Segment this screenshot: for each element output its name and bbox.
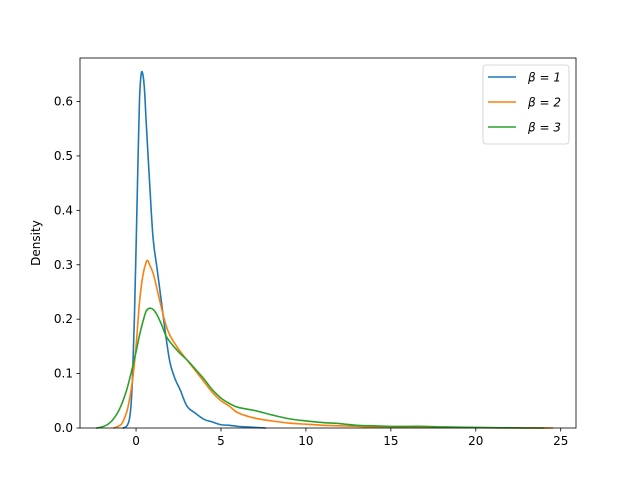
x-tick-label: 15 [383, 434, 398, 448]
y-tick-label: 0.1 [54, 367, 73, 381]
legend-frame [482, 64, 570, 145]
legend-label: β = 3 [527, 121, 561, 135]
series-layer [96, 70, 554, 430]
legend-label: β = 2 [527, 96, 561, 110]
x-tick-label: 25 [553, 434, 568, 448]
x-tick-label: 0 [132, 434, 140, 448]
y-tick-label: 0.0 [54, 421, 73, 435]
y-tick-label: 0.6 [54, 95, 73, 109]
y-tick-label: 0.2 [54, 312, 73, 326]
y-tick-label: 0.4 [54, 203, 73, 217]
series-line-beta-2 [112, 259, 554, 430]
axes-frame [79, 57, 577, 429]
x-tick-label: 5 [217, 434, 225, 448]
legend[interactable]: β = 1 β = 2 β = 3 [482, 64, 570, 145]
y-axis: 0.0 0.1 0.2 0.3 0.4 0.5 0.6 [54, 95, 80, 435]
series-line-beta-3 [96, 307, 545, 429]
x-tick-label: 10 [298, 434, 313, 448]
legend-label: β = 1 [527, 71, 561, 85]
x-tick-label: 20 [468, 434, 483, 448]
legend-entries: β = 1 β = 2 β = 3 [488, 71, 561, 135]
y-axis-label: Density [29, 220, 43, 266]
y-tick-label: 0.5 [54, 149, 73, 163]
x-axis: 0 5 10 15 20 25 [132, 428, 568, 448]
y-tick-label: 0.3 [54, 258, 73, 272]
